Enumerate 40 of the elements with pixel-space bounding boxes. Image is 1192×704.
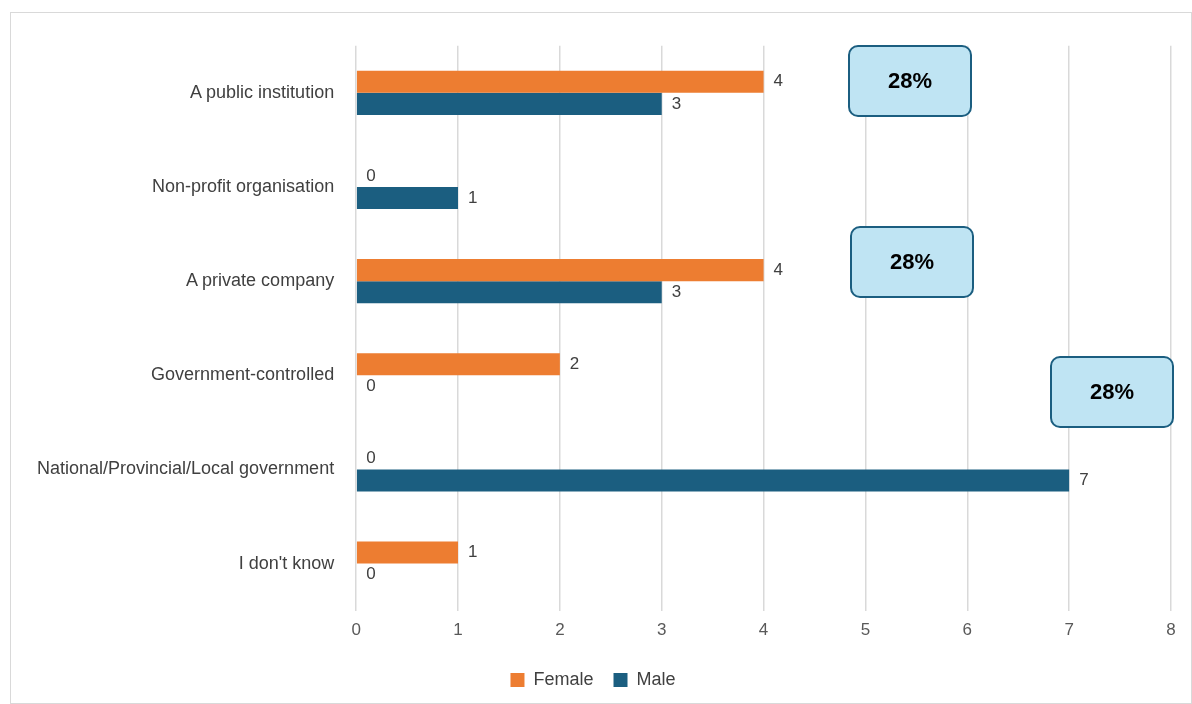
rounded-box: 28%: [850, 226, 974, 298]
data-label: 1: [468, 187, 478, 207]
y-tick-label: A private company: [186, 270, 335, 291]
x-tick-label: 2: [555, 620, 565, 640]
data-label: 4: [773, 259, 784, 279]
data-label: 2: [569, 353, 580, 373]
rounded-box: 28%: [1050, 356, 1174, 428]
bar: [356, 70, 764, 93]
x-tick-label: 5: [860, 620, 871, 640]
data-label: 0: [366, 376, 376, 396]
data-label: 1: [468, 542, 478, 562]
x-tick-label: 8: [1166, 620, 1176, 640]
bar: [356, 259, 764, 282]
legend-label: Female: [533, 668, 594, 689]
y-tick-label: A public institution: [190, 81, 335, 102]
data-label: 0: [366, 448, 376, 468]
y-tick-label: National/Provincial/Local government: [36, 458, 335, 479]
bar: [356, 187, 459, 210]
bar: [356, 353, 560, 376]
x-tick-label: 3: [656, 620, 667, 640]
y-tick-label: I don't know: [238, 552, 336, 573]
data-label: 3: [671, 93, 682, 113]
data-label: 4: [773, 71, 784, 91]
x-tick-label: 7: [1064, 620, 1074, 640]
data-label: 0: [366, 165, 376, 185]
data-label: 3: [671, 281, 682, 301]
data-label: 0: [366, 564, 376, 584]
x-tick-label: 1: [453, 620, 463, 640]
x-tick-label: 6: [962, 620, 973, 640]
bar: [356, 541, 459, 564]
data-label: 7: [1079, 470, 1089, 490]
rounded-box: 28%: [848, 45, 972, 117]
x-tick-label: 0: [351, 620, 361, 640]
bar: [356, 92, 662, 115]
y-tick-label: Non-profit organisation: [152, 175, 335, 196]
legend-label: Male: [636, 668, 676, 689]
y-tick-label: Government-controlled: [151, 364, 335, 385]
bar: [356, 469, 1070, 492]
x-tick-label: 4: [758, 620, 769, 640]
bar: [356, 281, 662, 304]
